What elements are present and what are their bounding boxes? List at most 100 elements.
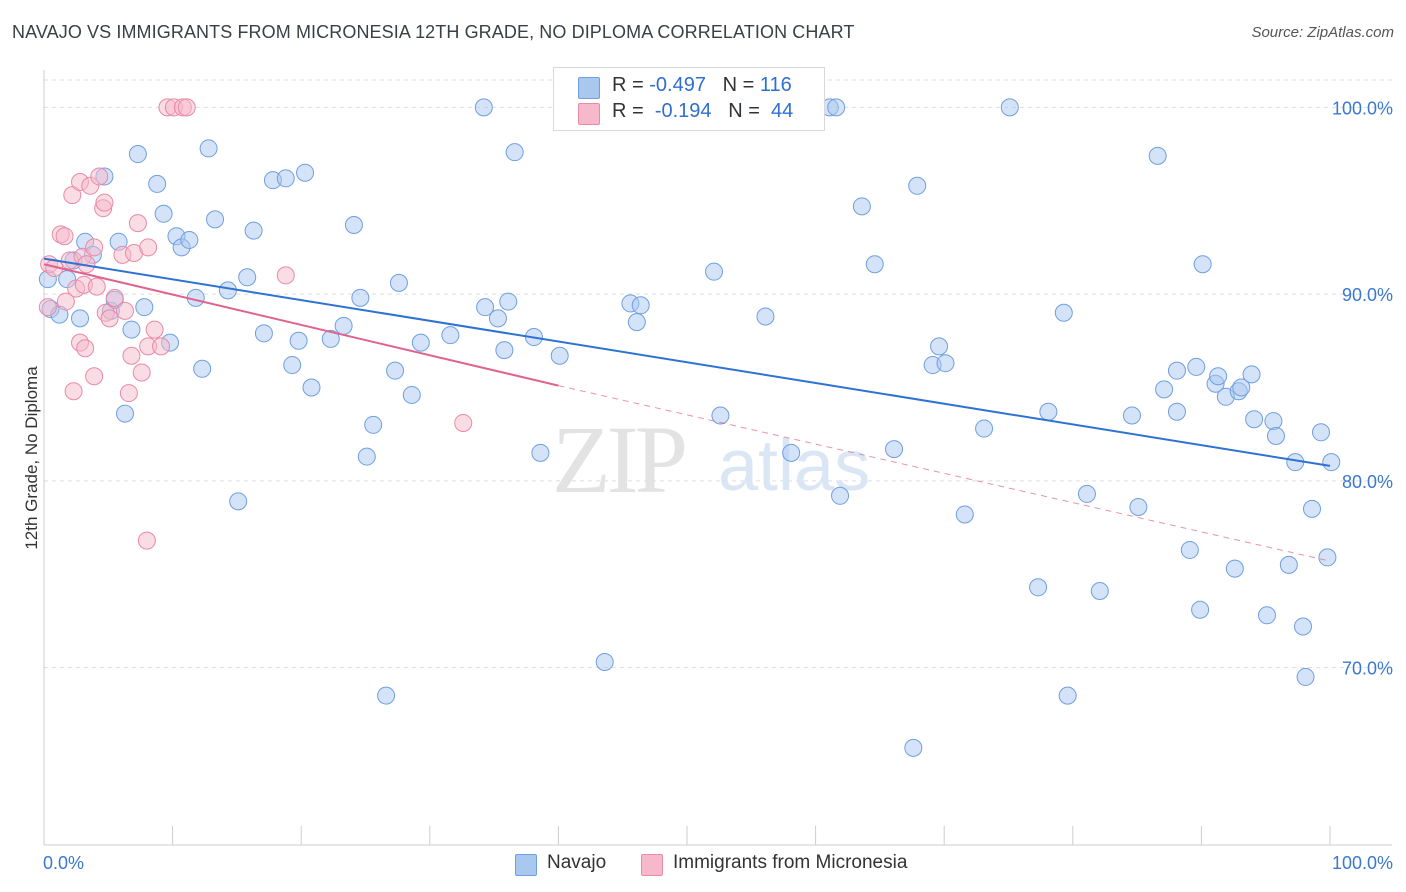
- watermark: ZIP atlas: [552, 406, 870, 513]
- navajo-point: [936, 354, 955, 373]
- navajo-point: [154, 204, 173, 223]
- navajo-point: [229, 492, 248, 511]
- navajo-point: [344, 216, 363, 234]
- navajo-point: [904, 738, 923, 757]
- legend-swatch-micronesia: [578, 103, 600, 125]
- navajo-point: [276, 169, 295, 188]
- navajo-point: [975, 419, 994, 438]
- micronesia-point: [85, 367, 104, 386]
- y-tick-label: 80.0%: [1342, 472, 1393, 492]
- micronesia-point: [177, 98, 196, 117]
- navajo-point: [357, 447, 376, 466]
- navajo-point: [595, 652, 614, 671]
- navajo-point: [441, 326, 460, 345]
- legend-n-label: N =: [728, 100, 760, 122]
- legend-n-value-micronesia: 44: [771, 100, 794, 122]
- navajo-point: [1225, 559, 1244, 578]
- navajo-trendline: [43, 257, 1331, 467]
- legend: R = -0.497 N = 116 R = -0.194 N = 44: [553, 67, 825, 131]
- navajo-point: [831, 486, 850, 505]
- y-tick-label: 90.0%: [1342, 285, 1393, 305]
- navajo-point: [1232, 378, 1251, 397]
- navajo-point: [218, 281, 237, 300]
- navajo-point: [495, 341, 514, 360]
- navajo-point: [1077, 484, 1096, 503]
- navajo-point: [135, 298, 154, 317]
- navajo-point: [550, 346, 569, 365]
- legend-r-label: R =: [612, 100, 644, 122]
- micronesia-points: [38, 98, 473, 550]
- navajo-point: [334, 316, 353, 335]
- navajo-point: [1191, 600, 1210, 619]
- navajo-point: [1090, 582, 1109, 601]
- navajo-point: [885, 440, 904, 459]
- legend-swatch-navajo: [578, 77, 600, 99]
- navajo-point: [756, 307, 775, 326]
- chart-title: NAVAJO VS IMMIGRANTS FROM MICRONESIA 12T…: [12, 22, 855, 42]
- navajo-point: [474, 98, 493, 117]
- y-tick-label: 100.0%: [1332, 98, 1393, 118]
- navajo-point: [1311, 423, 1330, 442]
- micronesia-point: [128, 214, 147, 233]
- micronesia-point: [38, 298, 57, 317]
- micronesia-point: [276, 266, 295, 285]
- micronesia-point: [90, 167, 109, 186]
- navajo-point: [283, 356, 302, 375]
- micronesia-point: [116, 301, 135, 320]
- navajo-point: [148, 174, 167, 193]
- navajo-point: [627, 313, 646, 332]
- navajo-point: [505, 143, 524, 162]
- navajo-point: [1058, 686, 1077, 705]
- navajo-point: [1148, 146, 1167, 165]
- legend-r-value-navajo: -0.497: [649, 74, 706, 96]
- navajo-point: [411, 333, 430, 352]
- navajo-point: [351, 288, 370, 307]
- navajo-point: [827, 98, 846, 117]
- navajo-point: [1318, 548, 1337, 567]
- navajo-point: [1264, 412, 1283, 431]
- navajo-point: [1129, 497, 1148, 516]
- source-label: Source: ZipAtlas.com: [1251, 24, 1394, 41]
- navajo-point: [1187, 357, 1206, 376]
- navajo-point: [296, 163, 315, 182]
- navajo-point: [244, 221, 263, 240]
- navajo-point: [180, 230, 199, 249]
- navajo-point: [908, 176, 927, 195]
- navajo-point: [1279, 555, 1298, 574]
- axes: [43, 70, 1392, 846]
- navajo-point: [852, 197, 871, 216]
- bottom-legend-label-micronesia: Immigrants from Micronesia: [673, 852, 908, 873]
- micronesia-point: [76, 339, 95, 358]
- x-tick-label: 0.0%: [43, 853, 84, 873]
- micronesia-trendline: [43, 263, 559, 387]
- y-tick-label: 70.0%: [1342, 659, 1393, 679]
- navajo-point: [1293, 617, 1312, 636]
- navajo-point: [782, 443, 801, 462]
- navajo-point: [206, 210, 225, 229]
- micronesia-point: [87, 277, 106, 296]
- navajo-point: [930, 337, 949, 356]
- bottom-legend-label-navajo: Navajo: [547, 852, 607, 873]
- navajo-point: [386, 361, 405, 380]
- navajo-point: [116, 404, 135, 423]
- micronesia-point: [119, 384, 138, 403]
- navajo-point: [1167, 402, 1186, 421]
- navajo-point: [955, 505, 974, 524]
- navajo-point: [1000, 98, 1019, 117]
- navajo-point: [1296, 667, 1315, 686]
- trendlines: [43, 257, 1331, 562]
- navajo-point: [199, 139, 218, 158]
- navajo-point: [1245, 410, 1264, 429]
- legend-r-value-micronesia: -0.194: [654, 100, 712, 122]
- navajo-point: [128, 145, 147, 164]
- tick-labels: 70.0% 80.0% 90.0% 100.0% 0.0% 100.0%: [43, 98, 1393, 873]
- navajo-point: [1039, 402, 1058, 421]
- navajo-point: [476, 298, 495, 317]
- micronesia-point: [56, 292, 75, 311]
- micronesia-point: [454, 413, 473, 432]
- navajo-point: [1322, 453, 1341, 472]
- watermark-zip: ZIP: [552, 406, 685, 513]
- micronesia-point: [100, 309, 119, 328]
- micronesia-point: [152, 337, 171, 356]
